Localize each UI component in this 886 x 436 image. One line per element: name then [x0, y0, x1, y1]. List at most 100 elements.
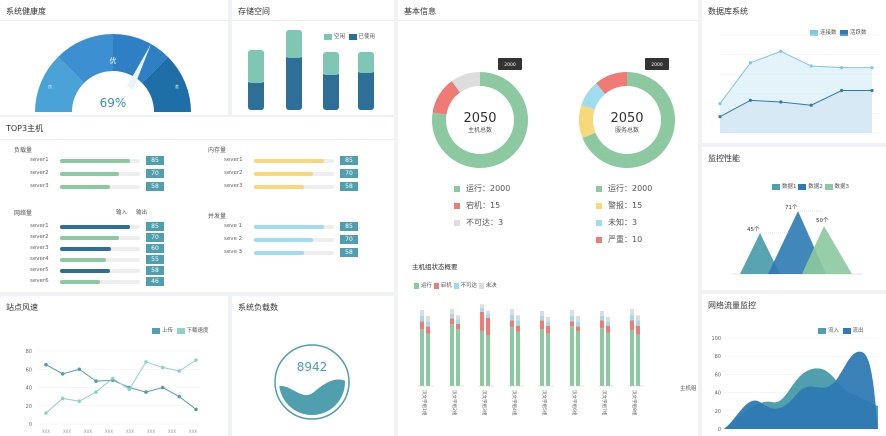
row-fill — [60, 236, 120, 240]
panel-title: 系统健康度 — [6, 7, 46, 16]
row-value: 46 — [146, 277, 164, 286]
x-tick-label: XXX — [189, 429, 197, 434]
stack-segment — [606, 316, 610, 322]
stack-segment — [426, 321, 430, 327]
legend-value: 15 — [490, 201, 501, 210]
data-point — [809, 64, 813, 68]
x-category-label: 汉文字组1组 — [421, 390, 428, 416]
panel-title: 站点风速 — [6, 303, 38, 312]
row-name: sever3 — [30, 183, 49, 189]
top3-panel: TOP3主机 负载量 sever1 85 sever2 70 sever3 58 内存量 sev… — [0, 117, 394, 292]
peak-label: 50个 — [816, 217, 829, 224]
x-tick-label: XXX — [105, 429, 113, 434]
data-point — [840, 88, 844, 93]
group-label: 负载量 — [14, 147, 33, 154]
stack-segment — [636, 320, 640, 326]
donut-slice — [451, 72, 480, 93]
series-line — [45, 364, 197, 410]
row-fill — [60, 185, 110, 189]
legend-sep: ： — [482, 184, 490, 193]
stack-segment — [600, 310, 604, 316]
gauge-value: 69% — [100, 96, 127, 110]
legend-sep: ： — [624, 235, 632, 244]
donut-center-value: 2050 — [610, 111, 643, 126]
row-fill — [60, 225, 131, 229]
row-name: sever1 — [224, 157, 243, 163]
legend-label: 不可达 — [466, 218, 490, 227]
x-tick-label: XXX — [42, 429, 50, 434]
row-fill — [254, 159, 325, 163]
stack-segment — [450, 309, 454, 314]
x-tick-label: XXX — [126, 429, 134, 434]
stack-segment — [630, 314, 634, 321]
row-value: 58 — [146, 266, 164, 275]
data-point — [870, 88, 874, 93]
storage-free-bar — [286, 30, 302, 58]
donut-caption: 主机总数 — [468, 126, 492, 134]
row-name: sever1 — [30, 157, 49, 163]
row-track — [254, 251, 334, 255]
row-fill — [60, 159, 131, 163]
storage-free-bar — [248, 50, 264, 83]
stack-segment — [456, 315, 460, 320]
row-name: seve 2 — [224, 236, 243, 242]
stack-segment — [420, 321, 424, 329]
legend-entry: 警报：15 — [596, 200, 642, 211]
stack-segment — [450, 318, 454, 325]
stack-segment — [516, 320, 520, 326]
health-gauge: 优 良 差 69% — [35, 34, 191, 115]
row-name: seve 1 — [224, 223, 243, 229]
stack-segment — [516, 331, 520, 386]
db-panel: 数据库系统 连接数 活跃数 — [702, 0, 886, 143]
peak-label: 45个 — [747, 226, 760, 233]
legend-label: 未知 — [608, 218, 624, 227]
legend-swatch — [596, 236, 602, 243]
health-panel: 系统健康度 优 良 差 69% — [0, 0, 228, 115]
data-point — [718, 102, 722, 106]
legend-sep: ： — [624, 184, 632, 193]
panel-title: 数据库系统 — [708, 7, 748, 16]
donut-center-value: 2050 — [463, 111, 496, 126]
row-name: sever4 — [30, 256, 49, 262]
monitor-panel: 监控性能 数据1 数据2 数据3 45个 71个 50个 — [702, 147, 886, 290]
data-point — [127, 387, 132, 392]
stack-segment — [426, 316, 430, 322]
stack-segment — [510, 309, 514, 315]
stack-xlabel: 主机组 — [680, 386, 697, 392]
tooltip-text: 2000 — [504, 62, 516, 68]
panel-title: 监控性能 — [708, 154, 740, 163]
legend-label: 运行 — [608, 184, 624, 193]
y-tick-label: 40 — [715, 391, 721, 397]
row-name: sever3 — [30, 245, 49, 251]
tooltip-text: 2000 — [651, 62, 663, 68]
stack-segment — [546, 325, 550, 334]
data-point — [870, 66, 874, 70]
data-point — [177, 369, 182, 373]
row-track — [60, 269, 140, 273]
stack-segment — [486, 310, 490, 315]
data-point — [779, 49, 783, 53]
x-tick-label: XXX — [84, 429, 92, 434]
legend-value: 2000 — [490, 184, 511, 193]
legend-value: 10 — [632, 235, 643, 244]
stack-segment — [570, 321, 574, 327]
row-value: 70 — [146, 169, 164, 178]
legend-swatch — [454, 185, 460, 192]
panel-title: TOP3主机 — [6, 124, 44, 133]
x-category-label: 汉文字组4组 — [511, 390, 518, 416]
row-fill — [60, 269, 110, 273]
row-name: seve 3 — [224, 249, 243, 255]
series-line — [45, 359, 197, 414]
row-name: sever2 — [30, 234, 49, 240]
x-category-label: 汉文字组8组 — [631, 390, 638, 416]
legend-value: 2000 — [632, 184, 653, 193]
stack-segment — [576, 330, 580, 386]
y-tick-label: 0 — [29, 422, 32, 428]
row-name: sever2 — [224, 170, 243, 176]
group-label: 内存量 — [208, 147, 227, 154]
row-name: sever5 — [30, 267, 49, 273]
stack-segment — [636, 315, 640, 321]
data-point — [748, 61, 752, 65]
legend-entry: 未知：3 — [596, 217, 637, 228]
donut-slice — [432, 81, 461, 115]
